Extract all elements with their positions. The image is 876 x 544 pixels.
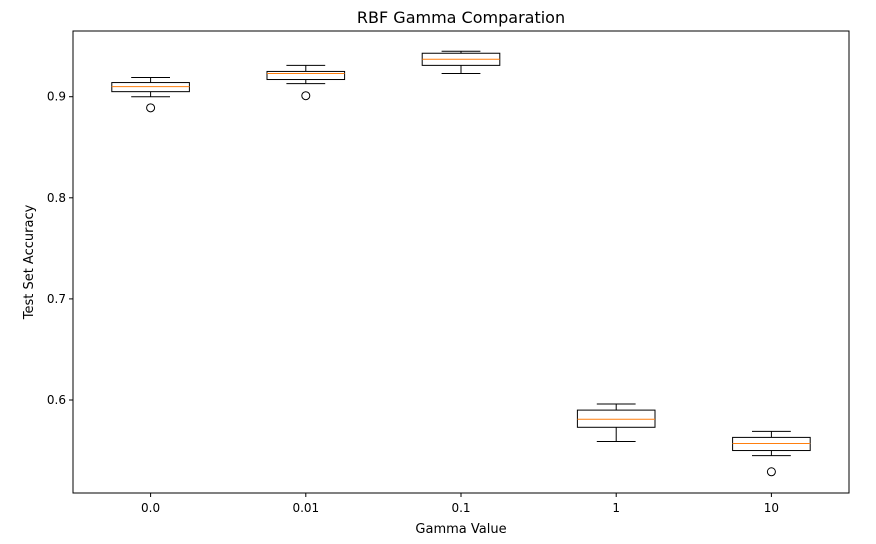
x-tick-label: 0.0	[141, 501, 160, 515]
box	[266, 70, 346, 81]
x-axis-label: Gamma Value	[415, 522, 506, 537]
y-tick-label: 0.8	[47, 191, 66, 205]
box	[732, 436, 811, 452]
outlier-point	[301, 91, 311, 101]
y-tick-label: 0.9	[47, 90, 66, 104]
x-tick-label: 1	[612, 501, 620, 515]
chart-title: RBF Gamma Comparation	[357, 8, 565, 27]
y-tick-label: 0.7	[47, 292, 66, 306]
x-tick-label: 10	[764, 501, 779, 515]
plot-frame	[72, 30, 850, 494]
outlier-point	[146, 103, 156, 113]
outlier-point	[766, 467, 776, 477]
x-tick-label: 0.01	[292, 501, 319, 515]
x-tick-label: 0.1	[451, 501, 470, 515]
y-tick-label: 0.6	[47, 393, 66, 407]
box	[111, 82, 190, 93]
y-axis-label: Test Set Accuracy	[22, 204, 37, 320]
box	[576, 409, 656, 428]
plot-area: 0.6 0.7 0.8 0.9 0.0 0.01 0.1 1 10	[47, 50, 811, 515]
